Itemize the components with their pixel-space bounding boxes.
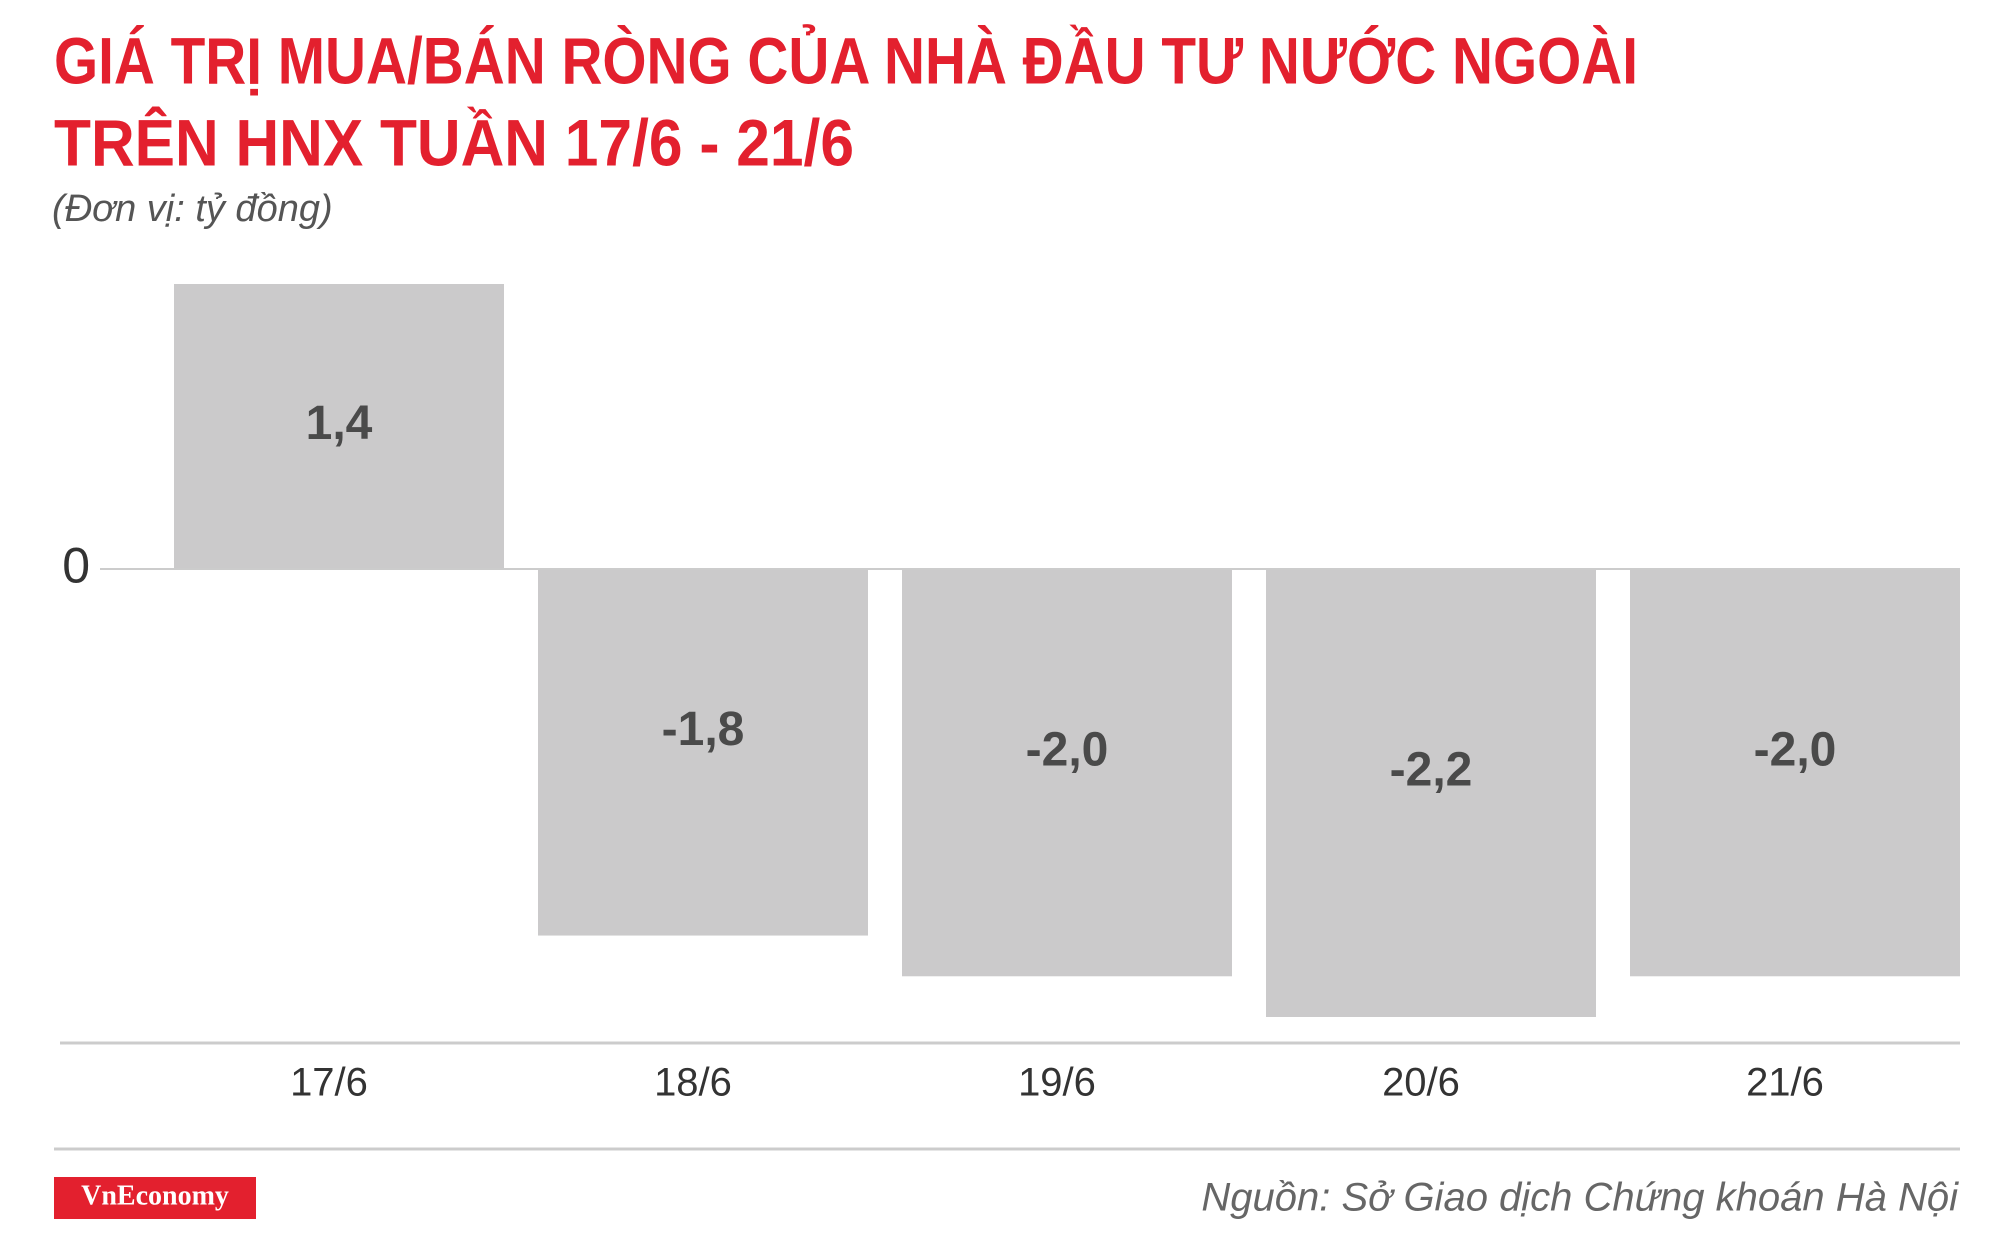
logo-box <box>54 1177 256 1219</box>
bar <box>1630 569 1960 977</box>
bar <box>902 569 1232 977</box>
value-label: -2,2 <box>1390 744 1473 797</box>
value-label: -1,8 <box>662 703 745 756</box>
y-tick-label: 0 <box>62 537 90 593</box>
bar <box>1266 569 1596 1017</box>
logo: VnEconomy <box>81 1180 229 1211</box>
x-tick-label: 17/6 <box>290 1061 368 1105</box>
x-tick-label: 18/6 <box>654 1061 732 1105</box>
x-tick-label: 20/6 <box>1382 1061 1460 1105</box>
bar <box>174 284 504 570</box>
chart-title: TRÊN HNX TUẦN 17/6 - 21/6 <box>54 105 854 179</box>
chart-title: GIÁ TRỊ MUA/BÁN RÒNG CỦA NHÀ ĐẦU TƯ NƯỚC… <box>54 23 1638 97</box>
x-tick-label: 21/6 <box>1746 1061 1824 1105</box>
bar <box>538 569 868 936</box>
x-tick-label: 19/6 <box>1018 1061 1096 1105</box>
value-label: -2,0 <box>1754 723 1837 776</box>
chart-subtitle: (Đơn vị: tỷ đồng) <box>52 188 333 230</box>
source: Nguồn: Sở Giao dịch Chứng khoán Hà Nội <box>1201 1176 1959 1220</box>
value-label: 1,4 <box>306 397 373 450</box>
value-label: -2,0 <box>1026 723 1109 776</box>
